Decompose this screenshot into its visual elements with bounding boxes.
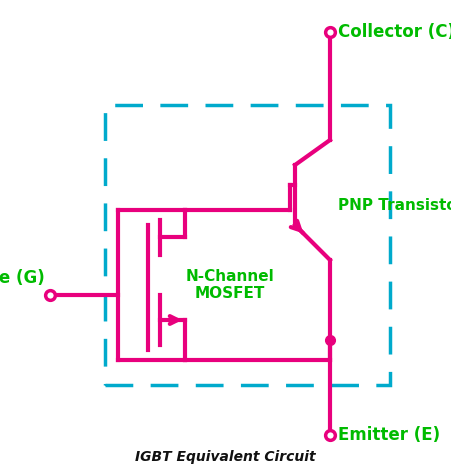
Bar (105, 105, 390, 385)
Text: Collector (C): Collector (C) (338, 23, 451, 41)
Text: PNP Transistor: PNP Transistor (338, 198, 451, 212)
Text: N-Channel
MOSFET: N-Channel MOSFET (186, 269, 274, 301)
Text: IGBT Equivalent Circuit: IGBT Equivalent Circuit (135, 450, 315, 464)
Text: Gate (G): Gate (G) (0, 269, 45, 287)
Text: Emitter (E): Emitter (E) (338, 426, 440, 444)
